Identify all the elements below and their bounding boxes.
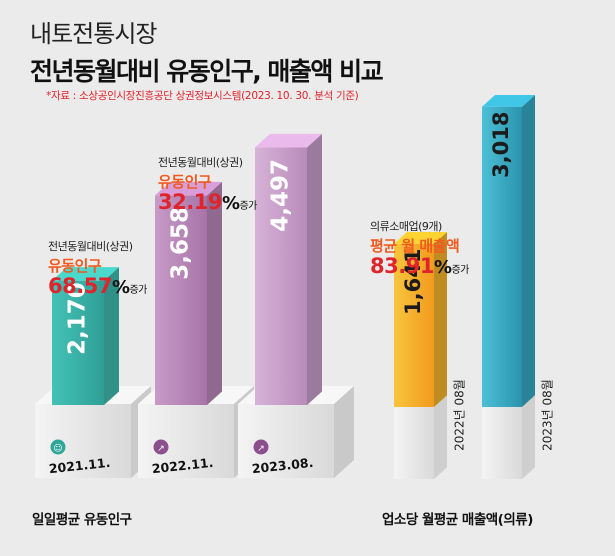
value-label: 3,658 bbox=[168, 207, 194, 280]
annotation-label: 전년동월대비(상권) bbox=[158, 156, 243, 169]
value-label: 1,641 bbox=[401, 249, 425, 315]
bar-2023.08.-cap bbox=[255, 133, 322, 148]
pedestal-2-front bbox=[238, 404, 334, 478]
bar-2021.11.-front bbox=[52, 280, 104, 405]
annotation-value: 68.57 bbox=[48, 274, 112, 298]
trend-icon bbox=[253, 439, 269, 455]
value-label: 3,018 bbox=[489, 111, 513, 177]
bar-2022년 08월-cap bbox=[394, 232, 447, 244]
bar-2023.08.-side bbox=[307, 133, 322, 405]
annotation-value: 32.19 bbox=[158, 190, 222, 214]
annotation-label: 전년동월대비(상권) bbox=[48, 240, 133, 253]
annotation-change: 증가 bbox=[451, 265, 469, 276]
icon-glyph: ↗ bbox=[257, 444, 265, 454]
bar-2023년 08월-front bbox=[482, 106, 522, 408]
chart-title: 전년동월대비 유동인구, 매출액 비교 bbox=[30, 57, 384, 86]
annotation-metric: 평균 월 매출액 bbox=[370, 237, 460, 255]
annotation-value-row: 68.57%증가 bbox=[48, 274, 147, 298]
footfall-caption: 일일평균 유동인구 bbox=[32, 512, 132, 528]
bar-2022.11.-cap bbox=[155, 181, 222, 196]
trend-icon bbox=[153, 439, 169, 455]
stem-front bbox=[482, 407, 522, 479]
annotation-metric: 유동인구 bbox=[158, 173, 212, 191]
annotation-2022-growth: 전년동월대비(상권) 유동인구 68.57%증가 bbox=[48, 238, 147, 298]
annotation-unit: % bbox=[111, 277, 130, 298]
pedestrian-icon bbox=[50, 439, 66, 455]
annotation-sales-growth: 의류소매업(9개) 평균 월 매출액 83.91%증가 bbox=[370, 218, 469, 278]
annotation-unit: % bbox=[221, 193, 240, 214]
annotation-value-row: 83.91%증가 bbox=[370, 254, 469, 278]
sales-caption: 업소당 월평균 매출액(의류) bbox=[382, 512, 533, 528]
pedestal-0-front bbox=[35, 404, 131, 478]
annotation-change: 증가 bbox=[239, 201, 257, 212]
bar-2021.11.-cap bbox=[52, 267, 119, 281]
bar-2022년 08월-side bbox=[434, 232, 447, 407]
bar-2022.11.-front bbox=[155, 195, 207, 405]
stem-front bbox=[394, 407, 434, 479]
bar-2023.08.-front bbox=[255, 147, 307, 405]
pedestal-1-front bbox=[138, 404, 234, 478]
annotation-metric: 유동인구 bbox=[48, 257, 102, 275]
category-label: 2021.11. bbox=[48, 455, 111, 476]
stem-side bbox=[522, 395, 535, 479]
pedestal-2-side bbox=[334, 386, 354, 478]
annotation-value: 83.91 bbox=[370, 254, 434, 278]
chart-subtitle: 내토전통시장 bbox=[30, 20, 157, 48]
category-label: 2023.08. bbox=[251, 455, 314, 476]
stem-side bbox=[434, 395, 447, 479]
value-label: 2,170 bbox=[65, 282, 91, 355]
bar-2023년 08월-cap bbox=[482, 95, 535, 107]
category-label: 2022년 08월 bbox=[453, 379, 467, 451]
value-label: 4,497 bbox=[268, 159, 294, 232]
bar-2023년 08월-side bbox=[522, 95, 535, 407]
annotation-value-row: 32.19%증가 bbox=[158, 190, 257, 214]
bar-2021.11.-side bbox=[104, 267, 119, 405]
bar-2022년 08월-front bbox=[394, 243, 434, 407]
icon-glyph: ↗ bbox=[157, 444, 165, 454]
category-label: 2023년 08월 bbox=[541, 379, 555, 451]
category-label: 2022.11. bbox=[151, 455, 214, 476]
bar-2022.11.-side bbox=[207, 181, 222, 405]
icon-glyph: ☺ bbox=[53, 443, 62, 454]
annotation-label: 의류소매업(9개) bbox=[370, 220, 442, 233]
annotation-2023-growth: 전년동월대비(상권) 유동인구 32.19%증가 bbox=[158, 154, 257, 214]
annotation-change: 증가 bbox=[129, 285, 147, 296]
annotation-unit: % bbox=[433, 257, 452, 278]
source-note: *자료 : 소상공인시장진흥공단 상권정보시스템(2023. 10. 30. 분… bbox=[46, 90, 359, 102]
